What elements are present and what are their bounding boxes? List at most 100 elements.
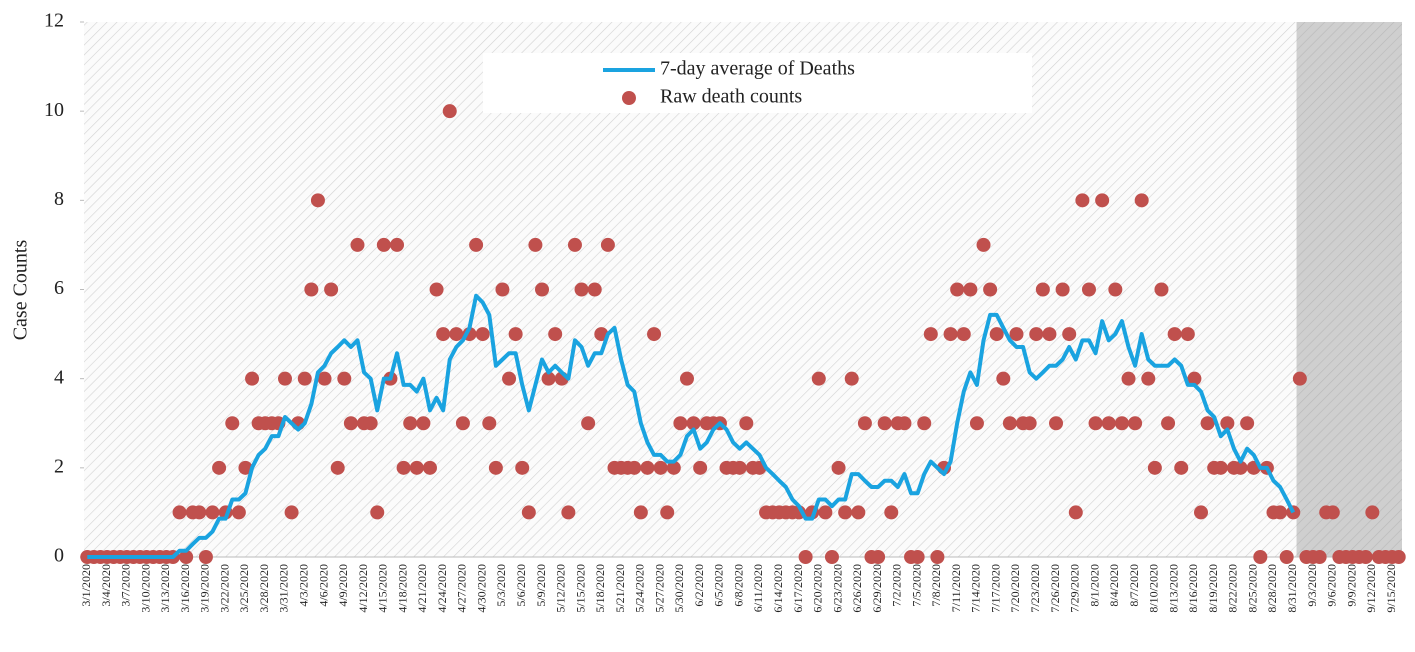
death-dot — [535, 282, 550, 297]
x-tick-label: 3/13/2020 — [158, 564, 172, 613]
death-dot — [205, 505, 220, 520]
death-dot — [1088, 416, 1103, 431]
death-dot — [976, 237, 991, 252]
x-tick-label: 4/30/2020 — [474, 564, 488, 613]
death-dot — [798, 550, 813, 564]
x-tick-label: 9/9/2020 — [1344, 564, 1358, 607]
death-dot — [310, 193, 325, 208]
death-dot — [1358, 550, 1373, 564]
death-dot — [192, 505, 207, 520]
x-tick-label: 6/14/2020 — [771, 564, 785, 613]
death-dot — [429, 282, 444, 297]
x-tick-label: 7/2/2020 — [890, 564, 904, 607]
x-tick-label: 8/19/2020 — [1206, 564, 1220, 613]
death-dot — [1279, 550, 1294, 564]
x-tick-label: 3/1/2020 — [79, 564, 93, 607]
death-dot — [1002, 416, 1017, 431]
x-tick-label: 9/12/2020 — [1364, 564, 1378, 613]
death-dot — [923, 327, 938, 342]
death-dot — [297, 371, 312, 386]
death-dot — [673, 416, 688, 431]
death-dot — [1167, 327, 1182, 342]
death-dot — [838, 505, 853, 520]
x-tick-label: 6/5/2020 — [712, 564, 726, 607]
death-dot — [1134, 193, 1149, 208]
death-dot — [996, 371, 1011, 386]
x-tick-label: 3/31/2020 — [277, 564, 291, 613]
x-tick-label: 5/30/2020 — [672, 564, 686, 613]
death-dot — [541, 371, 556, 386]
x-tick-label: 4/6/2020 — [316, 564, 330, 607]
death-dot — [330, 460, 345, 475]
death-dot — [1325, 505, 1340, 520]
x-tick-label: 7/5/2020 — [909, 564, 923, 607]
x-tick-label: 4/15/2020 — [376, 564, 390, 613]
x-tick-label: 9/3/2020 — [1305, 564, 1319, 607]
x-tick-label: 5/6/2020 — [514, 564, 528, 607]
death-dot — [1312, 550, 1327, 564]
x-tick-label: 5/15/2020 — [573, 564, 587, 613]
death-dot — [989, 327, 1004, 342]
death-dot — [587, 282, 602, 297]
x-tick-label: 8/16/2020 — [1186, 564, 1200, 613]
death-dot — [567, 237, 582, 252]
x-tick-label: 9/15/2020 — [1384, 564, 1398, 613]
death-dot — [627, 460, 642, 475]
x-tick-label: 5/12/2020 — [554, 564, 568, 613]
x-tick-label: 5/24/2020 — [633, 564, 647, 613]
death-dot — [910, 550, 925, 564]
x-tick-label: 5/3/2020 — [494, 564, 508, 607]
death-dot — [943, 327, 958, 342]
death-dot — [1095, 193, 1110, 208]
death-dot — [172, 505, 187, 520]
death-dot — [1391, 550, 1406, 564]
x-tick-label: 6/17/2020 — [791, 564, 805, 613]
x-tick-label: 8/22/2020 — [1226, 564, 1240, 613]
death-dot — [337, 371, 352, 386]
x-tick-label: 7/14/2020 — [969, 564, 983, 613]
death-dot — [1009, 327, 1024, 342]
x-tick-label: 5/21/2020 — [613, 564, 627, 613]
death-dot — [363, 416, 378, 431]
death-dot — [1075, 193, 1090, 208]
death-dot — [198, 550, 213, 564]
death-dot — [633, 505, 648, 520]
x-tick-label: 4/12/2020 — [356, 564, 370, 613]
death-dot — [495, 282, 510, 297]
death-dot — [1062, 327, 1077, 342]
death-dot — [1108, 282, 1123, 297]
death-dot — [693, 460, 708, 475]
x-tick-label: 5/9/2020 — [534, 564, 548, 607]
death-dot — [436, 327, 451, 342]
y-tick-label: 10 — [44, 99, 64, 121]
average-line — [87, 293, 1296, 559]
death-dot — [930, 550, 945, 564]
death-dot — [324, 282, 339, 297]
death-dot — [1055, 282, 1070, 297]
death-dot — [811, 371, 826, 386]
death-dot — [983, 282, 998, 297]
death-dot — [686, 416, 701, 431]
y-tick-label: 0 — [54, 545, 64, 567]
death-dot — [1068, 505, 1083, 520]
death-dot — [1213, 460, 1228, 475]
x-tick-label: 6/11/2020 — [751, 564, 765, 612]
death-dot — [370, 505, 385, 520]
x-tick-label: 4/24/2020 — [435, 564, 449, 613]
death-dot — [561, 505, 576, 520]
death-dot — [376, 237, 391, 252]
death-dot — [871, 550, 886, 564]
y-tick-label: 8 — [54, 188, 64, 210]
x-tick-label: 4/9/2020 — [336, 564, 350, 607]
x-tick-label: 7/29/2020 — [1068, 564, 1082, 613]
death-dot — [1035, 282, 1050, 297]
death-dot — [1049, 416, 1064, 431]
death-dot — [857, 416, 872, 431]
death-dot — [963, 282, 978, 297]
death-dot — [304, 282, 319, 297]
x-tick-label: 6/8/2020 — [731, 564, 745, 607]
x-tick-label: 8/4/2020 — [1107, 564, 1121, 607]
death-dot — [390, 237, 405, 252]
death-dot — [179, 550, 194, 564]
